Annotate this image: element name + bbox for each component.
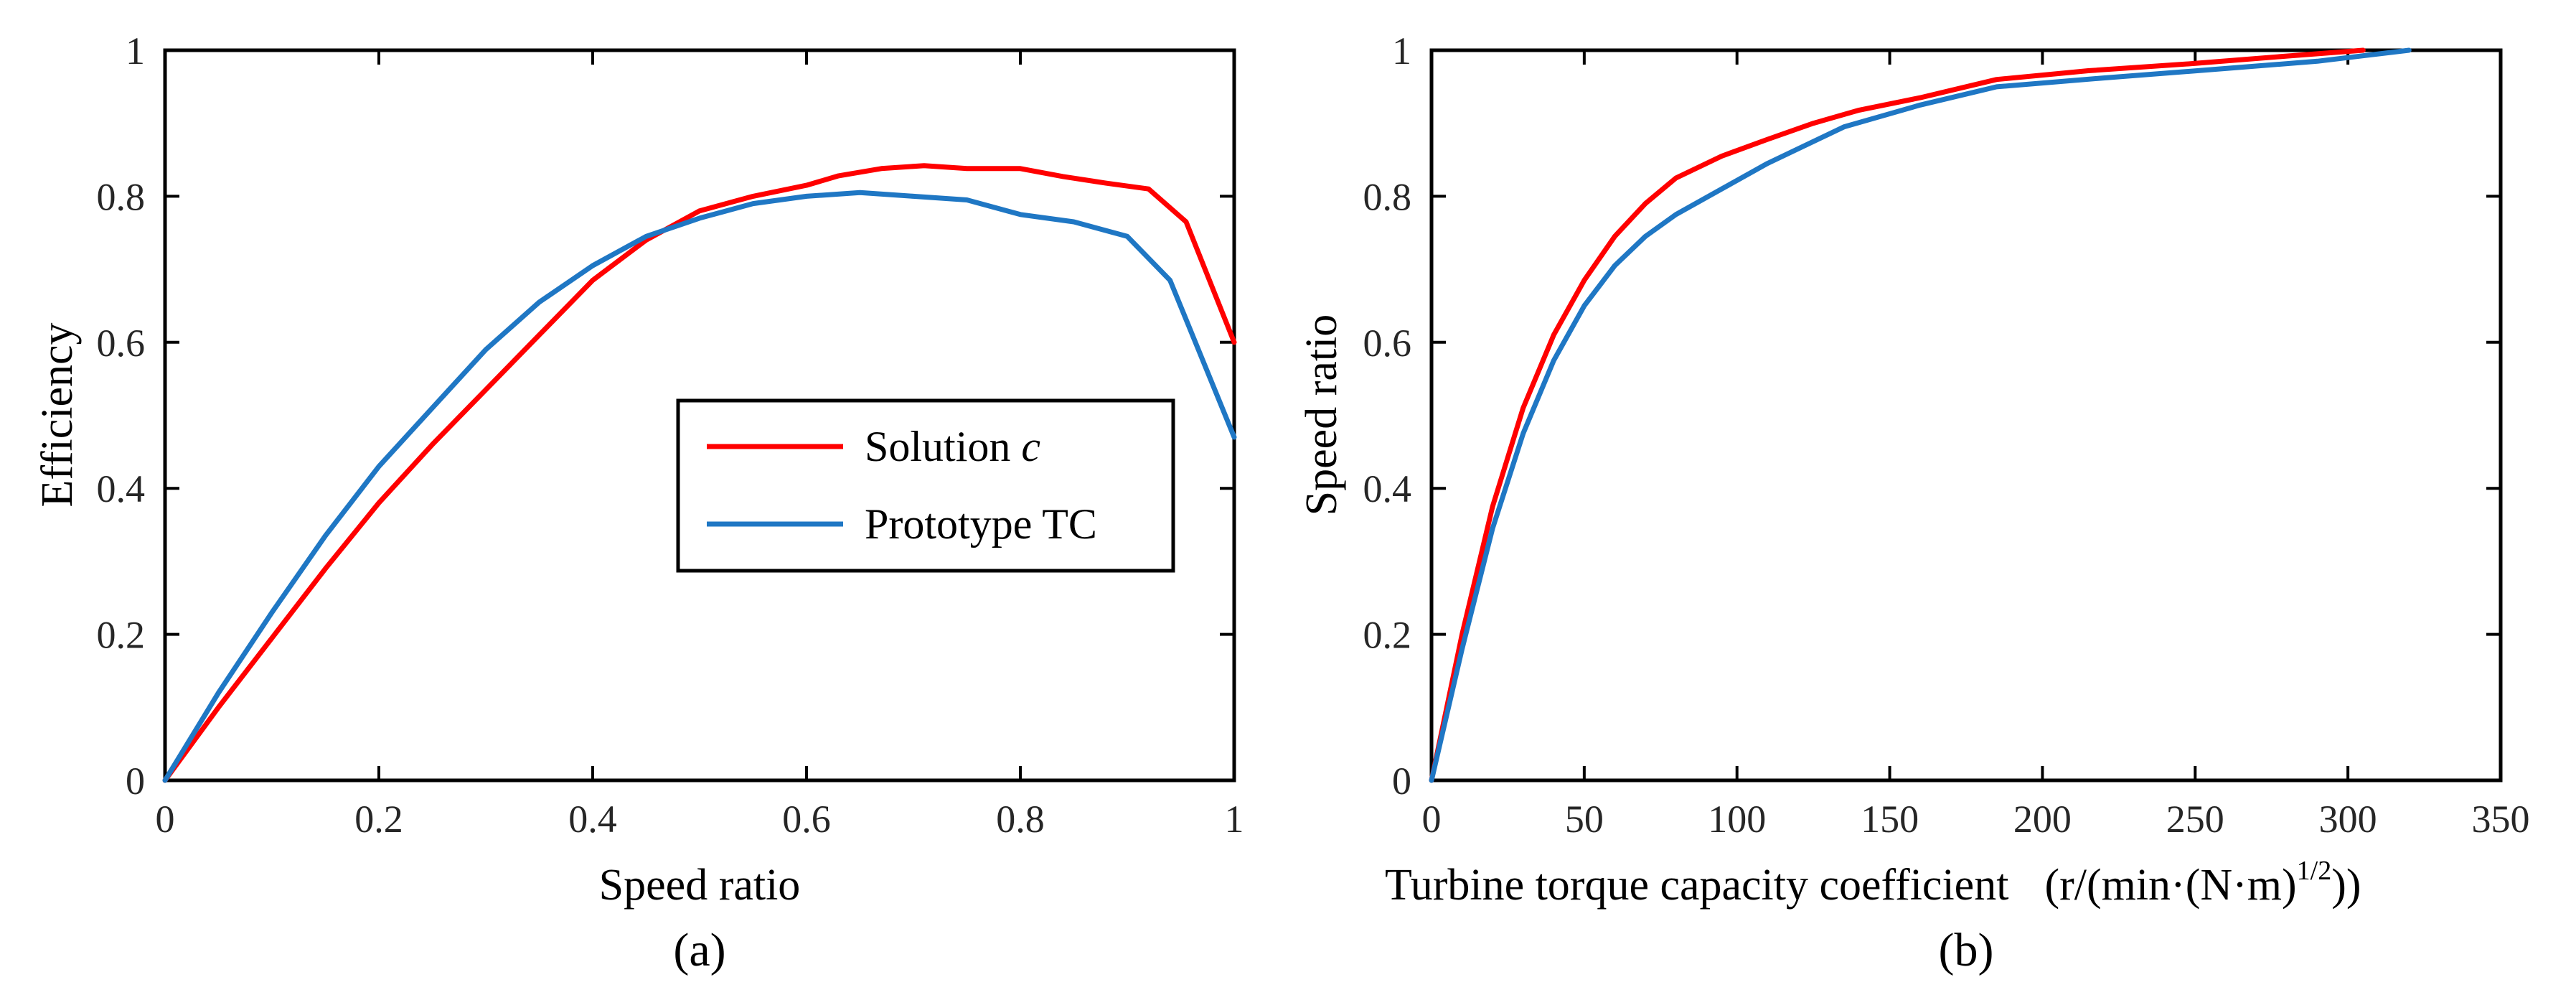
panel-b-x-axis-units: (r/(min·(N·m) <box>2044 861 2296 910</box>
panel-b-series <box>1429 47 2412 783</box>
panel-a-series-line-solution <box>162 163 1237 783</box>
panel-a-series <box>162 163 1237 783</box>
panel-b-y-tick-label: 0.8 <box>1363 175 1412 218</box>
legend-label-prototype-tc: Prototype TC <box>865 500 1097 548</box>
panel-a-caption: (a) <box>673 924 725 976</box>
panel-b-speed-ratio-chart: 0 50 100 150 200 250 300 350 0 0.2 0.4 0.6 0.8 1 Turb… <box>1297 29 2530 976</box>
panel-b-x-tick-label: 150 <box>1861 798 1919 841</box>
panel-a-legend: Solution c Prototype TC <box>676 398 1175 573</box>
panel-a-x-axis-label: Speed ratio <box>599 861 801 910</box>
panel-a-plot-frame <box>163 48 1236 783</box>
panel-a-x-tick-label: 1 <box>1225 798 1244 841</box>
legend-label-solution-c: Solution c <box>865 423 1040 470</box>
panel-a-y-tick-label: 0.8 <box>97 175 146 218</box>
panel-b-x-axis-label: Turbine torque capacity coefficient (r/(m… <box>1385 856 2361 910</box>
panel-b-x-tick-label: 100 <box>1708 798 1766 841</box>
panel-b-x-axis-units-close: )) <box>2331 861 2361 910</box>
panel-b-plot-frame <box>1429 48 2503 783</box>
panel-a-efficiency-chart: 0 0.2 0.4 0.6 0.8 1 0 0.2 0.4 0.6 0.8 1 Speed ratio… <box>33 29 1244 976</box>
panel-b-x-tick-label: 200 <box>2013 798 2072 841</box>
panel-b-caption: (b) <box>1939 924 1994 976</box>
panel-b-x-tick-label: 50 <box>1565 798 1604 841</box>
panel-b-x-tick-label: 250 <box>2166 798 2224 841</box>
panel-b-x-axis-units-exponent: 1/2 <box>2297 856 2332 886</box>
panel-a-x-tick-label: 0 <box>156 798 175 841</box>
panel-a-x-tick-label: 0.6 <box>782 798 831 841</box>
panel-b-y-tick-label: 0.6 <box>1363 322 1412 365</box>
panel-b-x-tick-label: 0 <box>1422 798 1442 841</box>
panel-b-x-tick-label: 350 <box>2472 798 2530 841</box>
panel-a-y-axis-label: Efficiency <box>33 322 82 507</box>
panel-a-y-tick-label: 0.4 <box>97 467 146 510</box>
panel-a-y-tick-label: 0 <box>126 760 145 803</box>
panel-b-series-line-prototype-tc <box>1429 47 2412 783</box>
panel-b-ticks: 0 50 100 150 200 250 300 350 0 0.2 0.4 0.6 0.8 1 <box>1363 29 2530 841</box>
panel-a-y-tick-label: 0.6 <box>97 322 146 365</box>
panel-b-y-tick-label: 1 <box>1392 29 1411 73</box>
panel-b-series-line-solution-c <box>1429 47 2366 783</box>
panel-b-x-axis-title: Turbine torque capacity coefficient <box>1385 861 2008 910</box>
panel-a-x-tick-label: 0.8 <box>996 798 1045 841</box>
panel-a-ticks: 0 0.2 0.4 0.6 0.8 1 0 0.2 0.4 0.6 0.8 1 <box>97 29 1244 841</box>
panel-a-x-tick-label: 0.4 <box>568 798 617 841</box>
legend-box <box>676 398 1175 573</box>
panel-b-x-tick-label: 300 <box>2319 798 2377 841</box>
panel-a-y-tick-label: 1 <box>126 29 145 73</box>
panel-a-y-tick-label: 0.2 <box>97 614 146 657</box>
panel-a-x-tick-label: 0.2 <box>354 798 403 841</box>
panel-b-y-tick-label: 0.2 <box>1363 614 1412 657</box>
panel-b-y-tick-label: 0 <box>1392 760 1411 803</box>
panel-a-series-line-prototype-tc <box>162 190 1237 783</box>
panel-b-y-axis-label: Speed ratio <box>1297 314 1346 516</box>
legend-solution-italic: c <box>1021 423 1040 470</box>
panel-b-y-tick-label: 0.4 <box>1363 467 1412 510</box>
legend-solution-name: Solution <box>865 423 1010 470</box>
